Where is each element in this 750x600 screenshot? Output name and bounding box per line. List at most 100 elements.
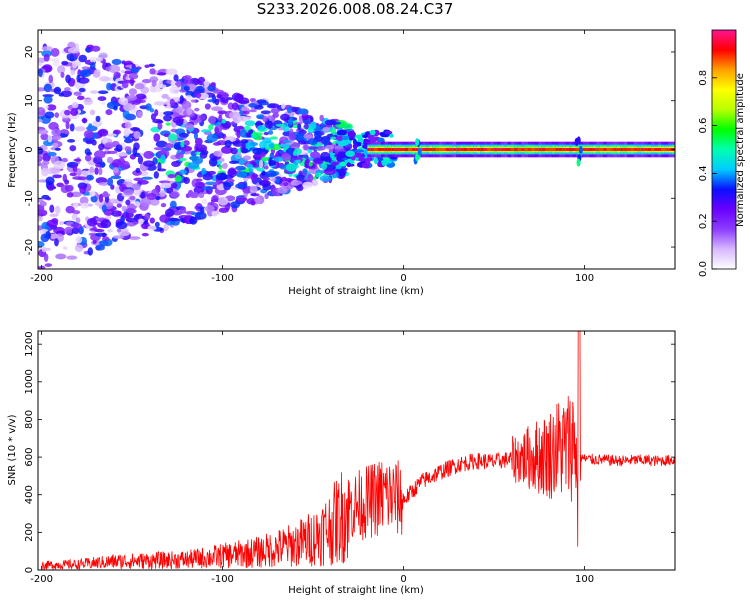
spectrogram-cell [157, 122, 163, 130]
spectrogram-cell [252, 148, 263, 155]
spectrogram-cell [236, 148, 243, 154]
spectrogram-cell [497, 148, 502, 151]
spectrogram-cell [163, 114, 173, 122]
spectrogram-cell [288, 117, 294, 126]
spectrogram-cell [486, 148, 492, 151]
spectrogram-cell [89, 109, 96, 116]
spectrogram-cell [435, 148, 440, 151]
spectrogram-cell [99, 161, 106, 168]
spectrogram-cell [89, 61, 96, 70]
spectrogram-cell [534, 148, 539, 151]
spectrogram-cell [124, 146, 132, 152]
spectrogram-cell [216, 94, 223, 99]
spectrogram-cell [294, 133, 307, 141]
y-tick-label: 200 [24, 523, 35, 542]
spectrogram-cell [197, 76, 206, 86]
spectrogram-cell [262, 177, 271, 181]
y-tick-label: 0 [24, 146, 35, 152]
spectrogram-cell [200, 129, 212, 133]
spectrogram-cell [268, 143, 275, 149]
spectrogram-cell [88, 123, 93, 129]
spectrogram-cell [170, 182, 178, 189]
spectrogram-cell [256, 114, 265, 119]
spectrogram-cell [80, 202, 89, 209]
spectrogram-cell [354, 134, 364, 139]
spectrogram-cell [108, 198, 119, 204]
spectrogram-cell [194, 92, 202, 99]
spectrogram-cell [67, 47, 80, 54]
spectrogram-cell [307, 174, 314, 182]
spectrogram-cell [169, 98, 175, 107]
spectrogram-cell [258, 100, 269, 106]
spectrogram-cell [40, 233, 50, 243]
spectrogram-cell [193, 132, 198, 140]
spectrogram-cell [310, 121, 317, 130]
spectrogram-cell [363, 138, 369, 144]
spectrogram-cell [281, 176, 288, 182]
spectrogram-cell [89, 166, 95, 173]
spectrogram-cell [404, 148, 409, 151]
spectrogram-cell [575, 148, 580, 151]
spectrogram-cell [164, 143, 174, 149]
spectrogram-cell [71, 226, 80, 235]
spectrogram-cell [325, 144, 334, 150]
spectrogram-cell [83, 98, 94, 106]
spectrogram-cell [466, 148, 471, 151]
spectrogram-x-ticks: -200 -100 0 100 [30, 30, 594, 284]
spectrogram-cell [150, 113, 156, 121]
spectrogram-cell [265, 170, 277, 178]
spectrogram-cell [358, 157, 366, 162]
spectrogram-cell [160, 214, 165, 223]
spectrogram-cell [67, 139, 76, 143]
spectrogram-cell [222, 162, 228, 170]
spectrogram-cell [654, 148, 659, 151]
spectrogram-cell [116, 228, 122, 233]
spectrogram-cell [118, 230, 130, 237]
spectrogram-cell [169, 86, 181, 94]
spectrogram-cell [94, 167, 99, 175]
spectrogram-cell [187, 162, 200, 169]
spectrogram-cell [558, 148, 563, 151]
spectrogram-cell [228, 160, 239, 164]
spectrogram-cell [302, 168, 308, 174]
spectrogram-cell [117, 210, 122, 217]
spectrogram-cell [135, 167, 141, 174]
spectrogram-cell [367, 148, 372, 151]
spectrogram-cell [548, 148, 553, 151]
spectrogram-cell [205, 181, 217, 186]
spectrogram-cell [198, 192, 205, 199]
spectrogram-cell [92, 120, 103, 127]
spectrogram-cell [115, 144, 123, 152]
x-tick-label: -100 [211, 574, 234, 585]
spectrogram-cell [79, 68, 92, 78]
spectrogram-cell [189, 216, 198, 225]
figure-title: S233.2026.008.08.24.C37 [256, 0, 454, 18]
spectrogram-cell [116, 152, 128, 157]
spectrogram-cell [156, 72, 167, 76]
spectrogram-cell [126, 95, 138, 101]
spectrogram-cell [181, 100, 192, 110]
spectrogram-cell [175, 152, 184, 160]
spectrogram-cell [208, 124, 214, 131]
spectrogram-cell [41, 246, 47, 253]
spectrogram-cell [149, 68, 156, 75]
spectrogram-cell [377, 148, 382, 151]
spectrogram-cell [70, 191, 82, 198]
spectrogram-cell [408, 148, 413, 151]
spectrogram-cell [51, 128, 62, 137]
spectrogram-cell [394, 148, 399, 151]
spectrogram-cell [198, 114, 206, 121]
spectrogram-cell [151, 79, 157, 88]
spectrogram-cell [77, 176, 87, 181]
spectrogram-cell [195, 178, 203, 182]
spectrogram-cell [225, 178, 235, 183]
spectrogram-cell [153, 147, 165, 151]
spectrogram-cell [153, 133, 161, 142]
spectrogram-cell [134, 83, 145, 90]
spectrogram-cell [507, 148, 512, 151]
spectrogram-cell [288, 132, 296, 141]
spectrogram-cell [101, 232, 107, 238]
spectrogram-cell [237, 115, 249, 122]
spectrogram-cell [39, 201, 47, 207]
